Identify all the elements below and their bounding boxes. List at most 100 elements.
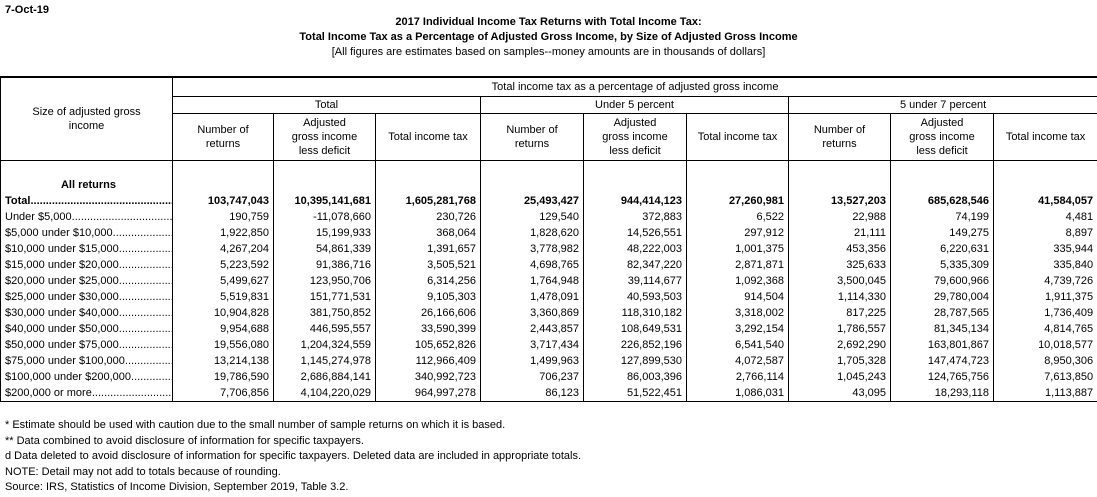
cell-value: 226,852,196: [583, 337, 687, 353]
table-row: $75,000 under $100,00013,214,1381,145,27…: [0, 353, 1097, 369]
cell-value: 1,736,409: [992, 305, 1097, 321]
section-header-row: All returns: [0, 160, 1097, 193]
footnote: d Data deleted to avoid disclosure of in…: [5, 450, 581, 462]
cell-value: 19,556,080: [172, 337, 274, 353]
cell-value: 41,584,057: [992, 193, 1097, 209]
dot-leader: [119, 275, 172, 287]
cell-value: 1,086,031: [686, 385, 789, 401]
cell-value: 163,801,867: [890, 337, 994, 353]
column-header-number-of-returns: Number of returns: [788, 112, 891, 161]
cell-value: 129,540: [480, 209, 584, 225]
cell-value: 10,395,141,681: [273, 193, 376, 209]
row-label: Under $5,000: [0, 209, 173, 225]
cell-value: 39,114,677: [583, 273, 687, 289]
cell-value: 3,292,154: [686, 321, 789, 337]
group-header-total: Total: [172, 95, 481, 114]
cell-value: 10,904,828: [172, 305, 274, 321]
table-row: $40,000 under $50,0009,954,688446,595,55…: [0, 321, 1097, 337]
cell-value: 15,199,933: [273, 225, 376, 241]
cell-value: 14,526,551: [583, 225, 687, 241]
cell-value: 4,267,204: [172, 241, 274, 257]
column-header-agi-less-deficit: Adjusted gross income less deficit: [890, 112, 994, 161]
dot-leader: [119, 323, 172, 335]
cell-value: 82,347,220: [583, 257, 687, 273]
table-body: All returns Total103,747,04310,395,141,6…: [0, 160, 1097, 401]
table-row: $10,000 under $15,0004,267,20454,861,339…: [0, 241, 1097, 257]
cell-value: 1,786,557: [788, 321, 891, 337]
cell-value: 2,692,290: [788, 337, 891, 353]
cell-value: 190,759: [172, 209, 274, 225]
dot-leader: [125, 355, 172, 367]
cell-value: 1,391,657: [375, 241, 481, 257]
report-title-units-note: [All figures are estimates based on samp…: [331, 46, 766, 58]
cell-value: 368,064: [375, 225, 481, 241]
cell-value: 3,318,002: [686, 305, 789, 321]
cell-value: 8,950,306: [992, 353, 1097, 369]
cell-value: 1,828,620: [480, 225, 584, 241]
report-date: 7-Oct-19: [5, 4, 50, 16]
footnote: Source: IRS, Statistics of Income Divisi…: [5, 481, 349, 493]
row-label: $40,000 under $50,000: [0, 321, 173, 337]
cell-value: 22,988: [788, 209, 891, 225]
footnote: NOTE: Detail may not add to totals becau…: [5, 465, 281, 478]
cell-value: 105,652,826: [375, 337, 481, 353]
cell-value: 6,541,540: [686, 337, 789, 353]
cell-value: 40,593,503: [583, 289, 687, 305]
cell-value: 3,505,521: [375, 257, 481, 273]
table-row: $50,000 under $75,00019,556,0801,204,324…: [0, 337, 1097, 353]
cell-value: 74,199: [890, 209, 994, 225]
cell-value: 9,954,688: [172, 321, 274, 337]
cell-value: 2,443,857: [480, 321, 584, 337]
row-label: $15,000 under $20,000: [0, 257, 173, 273]
table-row: $200,000 or more7,706,8564,104,220,02996…: [0, 385, 1097, 401]
cell-value: 5,335,309: [890, 257, 994, 273]
cell-value: 147,474,723: [890, 353, 994, 369]
dot-leader: [131, 371, 171, 383]
column-header-total-income-tax: Total income tax: [992, 112, 1097, 161]
cell-value: 21,111: [788, 225, 891, 241]
cell-value: 1,045,243: [788, 369, 891, 385]
dot-leader: [113, 227, 172, 239]
cell-value: 7,706,856: [172, 385, 274, 401]
column-header-number-of-returns: Number of returns: [172, 112, 274, 161]
cell-value: 124,765,756: [890, 369, 994, 385]
column-header-total-income-tax: Total income tax: [375, 112, 481, 161]
cell-value: 381,750,852: [273, 305, 376, 321]
cell-value: 1,499,963: [480, 353, 584, 369]
table-row: $5,000 under $10,0001,922,85015,199,9333…: [0, 225, 1097, 241]
cell-value: 335,840: [992, 257, 1097, 273]
footnotes: * Estimate should be used with caution d…: [5, 418, 581, 496]
cell-value: 1,911,375: [992, 289, 1097, 305]
cell-value: 13,527,203: [788, 193, 891, 209]
cell-value: 2,766,114: [686, 369, 789, 385]
group-header-under-5-percent: Under 5 percent: [480, 95, 789, 114]
dot-leader: [119, 307, 172, 319]
cell-value: 6,522: [686, 209, 789, 225]
cell-value: 149,275: [890, 225, 994, 241]
footnote: ** Data combined to avoid disclosure of …: [5, 434, 364, 447]
cell-value: 1,605,281,768: [375, 193, 481, 209]
cell-value: 446,595,557: [273, 321, 376, 337]
cell-value: 2,686,884,141: [273, 369, 376, 385]
row-label: $25,000 under $30,000: [0, 289, 173, 305]
cell-value: 944,414,123: [583, 193, 687, 209]
cell-value: 1,113,887: [992, 385, 1097, 401]
dot-leader: [119, 291, 172, 303]
cell-value: 43,095: [788, 385, 891, 401]
cell-value: 1,092,368: [686, 273, 789, 289]
cell-value: 4,481: [992, 209, 1097, 225]
cell-value: 112,966,409: [375, 353, 481, 369]
cell-value: 79,600,966: [890, 273, 994, 289]
cell-value: 372,883: [583, 209, 687, 225]
group-header-5-under-7-percent: 5 under 7 percent: [787, 95, 1097, 114]
cell-value: 51,522,451: [583, 385, 687, 401]
cell-value: 48,222,003: [583, 241, 687, 257]
cell-value: 7,613,850: [992, 369, 1097, 385]
cell-value: 5,223,592: [172, 257, 274, 273]
table-row: Under $5,000190,759-11,078,660230,726129…: [0, 209, 1097, 225]
cell-value: 33,590,399: [375, 321, 481, 337]
cell-value: 4,739,726: [992, 273, 1097, 289]
cell-value: 1,204,324,559: [273, 337, 376, 353]
row-label: $10,000 under $15,000: [0, 241, 173, 257]
cell-value: 28,787,565: [890, 305, 994, 321]
